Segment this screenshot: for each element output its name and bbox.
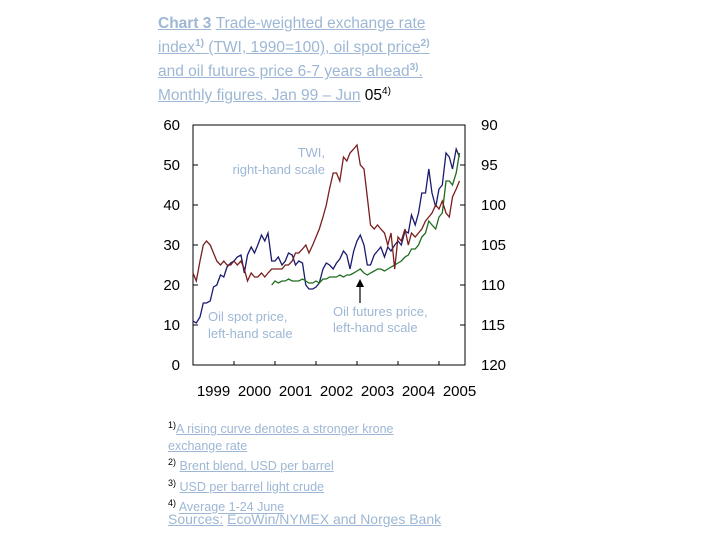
title-sup4: 4) [382,86,391,98]
series-line-twi [192,143,461,284]
right-tick-label: 100 [481,197,506,214]
x-tick-label: 1999 [197,383,230,400]
left-tick-label: 20 [163,277,180,294]
series-line-oil_futures [271,152,461,286]
footnotes: 1)A rising curve denotes a stronger kron… [168,417,468,516]
footnote-4: 4) Average 1-24 June [168,495,468,516]
left-tick-label: 50 [163,157,180,174]
footnote-3-sup: 3) [168,477,177,488]
sources-label: Sources: [168,511,224,527]
footnote-1-text: A rising curve denotes a stronger krone [176,422,394,437]
left-tick-label: 30 [163,237,180,254]
chart-title: Chart 3 Trade-weighted exchange rate ind… [158,14,498,106]
x-tick-label: 2002 [320,383,353,400]
footnote-2: 2) Brent blend, USD per barrel [168,454,468,475]
footnote-4-text: Average 1-24 June [178,500,285,515]
footnote-1-cont: exchange rate [168,438,468,455]
x-tick-label: 2005 [443,383,476,400]
x-tick-label: 2003 [361,383,394,400]
twi-annotation-line2: right-hand scale [233,162,326,177]
footnote-3-text: USD per barrel light crude [179,479,325,494]
right-tick-label: 95 [481,157,498,174]
footnote-2-sup: 2) [168,457,177,468]
oil-spot-annotation-line1: Oil spot price, [208,309,287,324]
right-tick-label: 110 [481,277,505,294]
footnote-1: 1)A rising curve denotes a stronger kron… [168,417,468,438]
right-tick-label: 90 [481,117,498,134]
oil-spot-annotation-line2: left-hand scale [208,326,293,341]
oil-futures-annotation-line1: Oil futures price, [333,304,428,319]
left-tick-label: 40 [163,197,180,214]
annotation-layer: TWI, right-hand scale Oil spot price, le… [208,145,428,341]
left-tick-label: 10 [163,317,180,334]
right-tick-label: 115 [481,317,505,334]
title-line3a: and oil futures price 6-7 years ahead [158,63,410,81]
series-line-oil_spot [192,146,461,324]
title-line2a: index [158,39,196,57]
x-tick-label: 2004 [402,383,435,400]
oil-futures-arrowhead [356,279,364,287]
footnote-4-sup: 4) [168,498,177,509]
title-line4a: Monthly figures. Jan 99 – Jun [158,87,361,105]
footnote-1-cont-text: exchange rate [168,438,248,453]
title-sup2: 2) [420,38,430,49]
title-line2b: (TWI, 1990=100), oil spot price [208,39,421,57]
chart-label: Chart 3 [158,15,212,32]
footnote-1-sup: 1) [168,420,177,430]
title-line3b: . [418,63,423,81]
title-sup3: 3) [409,62,419,74]
x-tick-label: 2000 [238,383,271,400]
title-line4b: 05 [364,87,383,105]
sources-text: EcoWin/NYMEX and Norges Bank [227,511,442,527]
oil-futures-annotation-line2: left-hand scale [333,320,418,335]
title-line1: Trade-weighted exchange rate [215,15,426,32]
twi-annotation-line1: TWI, [298,145,325,160]
x-tick-label: 2001 [279,383,312,400]
left-tick-label: 60 [163,117,180,134]
left-tick-label: 0 [172,357,180,374]
right-tick-label: 120 [481,357,506,374]
sources: Sources: EcoWin/NYMEX and Norges Bank [168,510,468,528]
title-sup1: 1) [195,38,204,49]
footnote-3: 3) USD per barrel light crude [168,475,468,496]
footnote-2-text: Brent blend, USD per barrel [179,459,334,474]
right-tick-label: 105 [481,237,506,254]
series-layer [192,143,461,324]
